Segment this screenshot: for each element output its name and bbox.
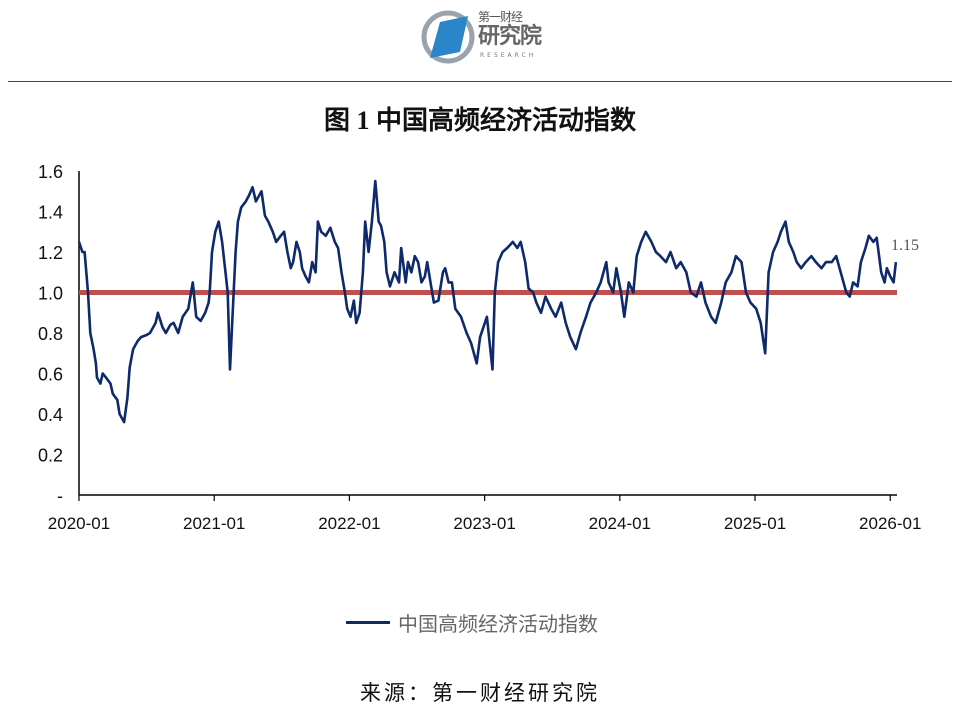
x-tick-label: 2025-01 [724,514,786,533]
end-data-label: 1.15 [891,237,919,254]
y-tick-label: 1.2 [38,243,63,263]
y-tick-label: 1.0 [38,284,63,304]
x-tick-label: 2023-01 [453,514,515,533]
logo: 第一财经 研究院 RESEARCH [420,8,560,68]
logo-emblem-icon [421,10,475,64]
chart-title: 图 1 中国高频经济活动指数 [323,106,636,135]
source-note: 来源：第一财经研究院 [360,681,600,705]
logo-text-sub: RESEARCH [480,52,537,59]
x-tick-label: 2021-01 [183,514,245,533]
legend: 中国高频经济活动指数 [346,608,598,637]
logo-text-main: 研究院 [478,24,542,49]
legend-label: 中国高频经济活动指数 [398,612,598,636]
y-tick-label: - [57,486,63,506]
y-tick-label: 1.4 [38,203,63,223]
y-tick-label: 0.2 [38,446,63,466]
x-tick-label: 2022-01 [318,514,380,533]
y-tick-label: 1.6 [38,162,63,182]
header-divider [8,81,952,82]
series-line [77,179,898,424]
x-tick-label: 2024-01 [589,514,651,533]
y-tick-label: 0.8 [38,324,63,344]
y-tick-label: 0.6 [38,365,63,385]
legend-swatch [346,621,390,624]
logo-text-top: 第一财经 [478,10,523,24]
y-tick-label: 0.4 [38,405,63,425]
x-tick-label: 2020-01 [48,514,110,533]
x-tick-label: 2026-01 [859,514,921,533]
